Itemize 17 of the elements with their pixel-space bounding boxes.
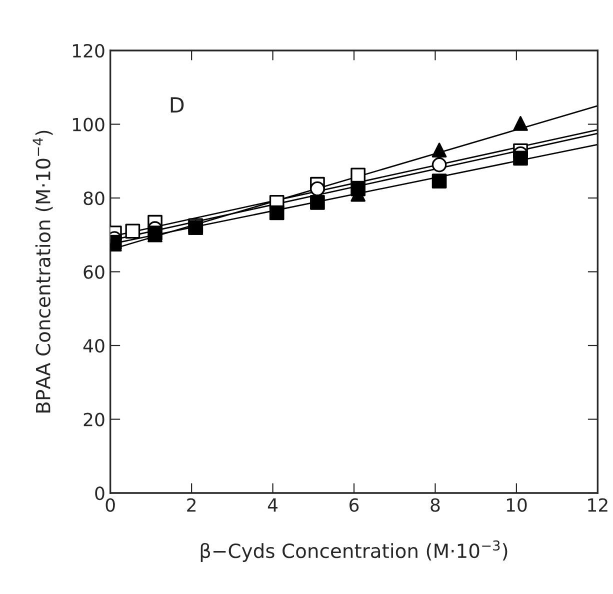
- annotation: D: [170, 97, 184, 112]
- y-tick-label: 120: [73, 44, 104, 58]
- y-tick-label: 40: [83, 338, 104, 353]
- y-tick-label: 0: [95, 486, 104, 500]
- x-tick-label: 6: [350, 498, 359, 512]
- x-tick-label: 0: [106, 498, 115, 512]
- x-tick-label: 2: [187, 498, 196, 512]
- y-tick-label: 100: [73, 118, 104, 132]
- x-tick-label: 8: [430, 498, 440, 512]
- y-tick-label: 20: [84, 412, 104, 426]
- x-tick-label: 10: [506, 498, 527, 512]
- y-axis-title: BPAA Concentration (M·10$^{−4}$): [32, 130, 53, 412]
- y-tick-label: 80: [84, 191, 104, 206]
- x-tick-label: 12: [588, 498, 608, 512]
- y-tick-label: 60: [84, 265, 104, 279]
- x-axis-title: β−Cyds Concentration (M·10$^{−3}$): [200, 540, 508, 562]
- x-tick-label: 4: [268, 498, 278, 512]
